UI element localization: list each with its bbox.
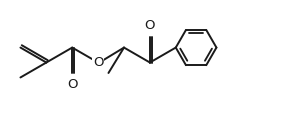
- Text: O: O: [67, 78, 78, 91]
- Text: O: O: [93, 56, 103, 69]
- Text: O: O: [145, 19, 155, 32]
